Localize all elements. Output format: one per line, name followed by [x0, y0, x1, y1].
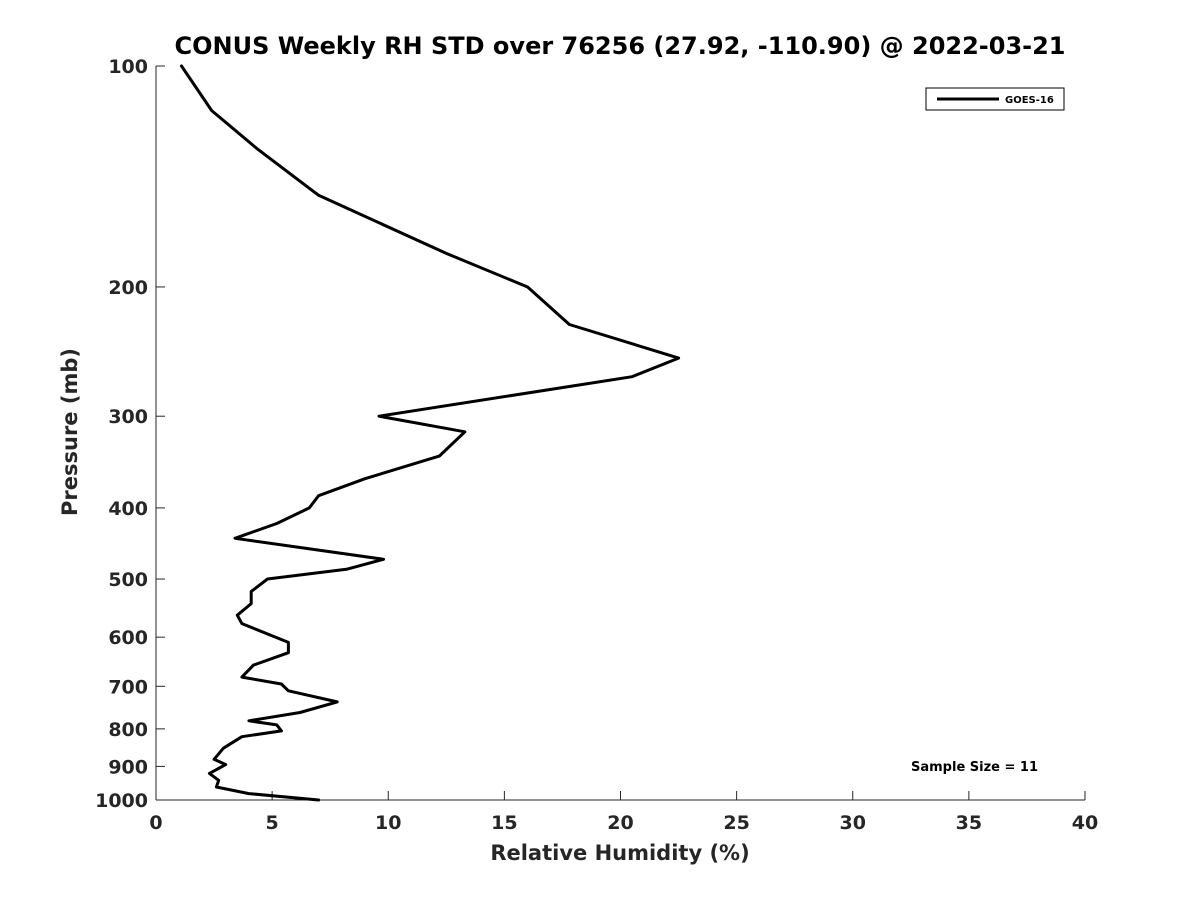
x-axis-label: Relative Humidity (%) — [490, 841, 749, 865]
y-tick-label: 1000 — [95, 790, 148, 812]
y-tick-label: 700 — [108, 676, 148, 698]
y-tick-label: 800 — [108, 719, 148, 741]
legend-label: GOES-16 — [1005, 95, 1054, 106]
legend: GOES-16 — [925, 87, 1065, 111]
x-tick-label: 35 — [956, 812, 982, 834]
y-axis-label: Pressure (mb) — [58, 348, 82, 516]
x-tick-label: 30 — [840, 812, 866, 834]
series-lines — [180, 64, 681, 802]
x-tick-label: 10 — [375, 812, 401, 834]
y-tick-label: 400 — [108, 498, 148, 520]
y-tick-label: 300 — [108, 406, 148, 428]
y-tick-label: 100 — [108, 56, 148, 78]
y-tick-label: 500 — [108, 569, 148, 591]
chart-title: CONUS Weekly RH STD over 76256 (27.92, -… — [174, 32, 1065, 60]
series-line-goes-16 — [180, 64, 681, 802]
y-tick-label: 900 — [108, 756, 148, 778]
y-tick-label: 200 — [108, 277, 148, 299]
x-tick-label: 15 — [491, 812, 517, 834]
sample-size-annotation: Sample Size = 11 — [911, 760, 1038, 775]
x-tick-label: 0 — [149, 812, 162, 834]
x-tick-label: 25 — [723, 812, 749, 834]
x-tick-label: 20 — [607, 812, 633, 834]
x-tick-label: 40 — [1072, 812, 1098, 834]
y-tick-label: 600 — [108, 627, 148, 649]
x-tick-label: 5 — [266, 812, 279, 834]
ticks: 0 5 10 15 20 25 30 35 40 100 200 300 400 500 600 700 800… — [95, 56, 1098, 834]
